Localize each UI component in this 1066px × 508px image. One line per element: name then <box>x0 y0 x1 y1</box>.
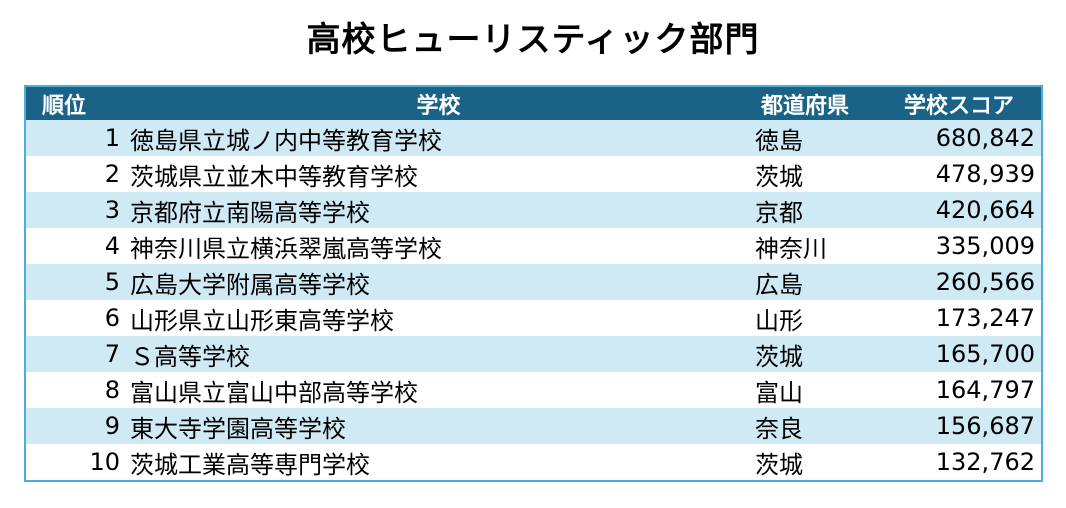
prefecture-cell: 茨城 <box>755 342 803 371</box>
table-row: 9 東大寺学園高等学校 奈良 156,687 <box>26 408 1041 444</box>
school-cell: 茨城県立並木中等教育学校 <box>130 162 418 191</box>
header-prefecture: 都道府県 <box>761 93 850 119</box>
table-row: 6 山形県立山形東高等学校 山形 173,247 <box>26 300 1041 336</box>
school-cell: Ｓ高等学校 <box>130 342 250 371</box>
score-cell: 680,842 <box>935 124 1035 152</box>
rank-cell: 1 <box>104 124 120 152</box>
school-cell: 山形県立山形東高等学校 <box>130 306 394 335</box>
rank-cell: 8 <box>104 376 120 404</box>
table-row: 5 広島大学附属高等学校 広島 260,566 <box>26 264 1041 300</box>
table-row: 3 京都府立南陽高等学校 京都 420,664 <box>26 192 1041 228</box>
score-cell: 260,566 <box>935 268 1035 296</box>
header-rank: 順位 <box>42 93 87 119</box>
rank-cell: 7 <box>104 340 120 368</box>
ranking-table: 順位 学校 都道府県 学校スコア 1 徳島県立城ノ内中等教育学校 徳島 680,… <box>24 85 1043 482</box>
score-cell: 420,664 <box>935 196 1035 224</box>
school-cell: 東大寺学園高等学校 <box>130 414 346 443</box>
table-row: 8 富山県立富山中部高等学校 富山 164,797 <box>26 372 1041 408</box>
rank-cell: 9 <box>104 412 120 440</box>
header-school: 学校 <box>416 93 461 119</box>
score-cell: 156,687 <box>935 412 1035 440</box>
table-row: 10 茨城工業高等専門学校 茨城 132,762 <box>26 444 1041 480</box>
rank-cell: 3 <box>104 196 120 224</box>
prefecture-cell: 京都 <box>755 198 803 227</box>
prefecture-cell: 富山 <box>755 378 803 407</box>
page-title: 高校ヒューリスティック部門 <box>306 20 760 60</box>
score-cell: 164,797 <box>935 376 1035 404</box>
rank-cell: 6 <box>104 304 120 332</box>
rank-cell: 10 <box>89 448 120 476</box>
rank-cell: 4 <box>104 232 120 260</box>
table-header: 順位 学校 都道府県 学校スコア <box>26 87 1041 120</box>
table-row: 2 茨城県立並木中等教育学校 茨城 478,939 <box>26 156 1041 192</box>
score-cell: 132,762 <box>935 448 1035 476</box>
rank-cell: 2 <box>104 160 120 188</box>
school-cell: 神奈川県立横浜翠嵐高等学校 <box>130 234 442 263</box>
prefecture-cell: 徳島 <box>755 126 803 155</box>
score-cell: 335,009 <box>935 232 1035 260</box>
table-row: 1 徳島県立城ノ内中等教育学校 徳島 680,842 <box>26 120 1041 156</box>
table-row: 7 Ｓ高等学校 茨城 165,700 <box>26 336 1041 372</box>
school-cell: 茨城工業高等専門学校 <box>130 450 370 479</box>
header-score: 学校スコア <box>904 93 1015 119</box>
school-cell: 広島大学附属高等学校 <box>130 270 370 299</box>
prefecture-cell: 茨城 <box>755 450 803 479</box>
table-row: 4 神奈川県立横浜翠嵐高等学校 神奈川 335,009 <box>26 228 1041 264</box>
prefecture-cell: 広島 <box>755 270 803 299</box>
school-cell: 京都府立南陽高等学校 <box>130 198 370 227</box>
score-cell: 165,700 <box>935 340 1035 368</box>
school-cell: 富山県立富山中部高等学校 <box>130 378 418 407</box>
school-cell: 徳島県立城ノ内中等教育学校 <box>130 126 442 155</box>
prefecture-cell: 奈良 <box>755 414 803 443</box>
prefecture-cell: 山形 <box>755 306 803 335</box>
score-cell: 478,939 <box>935 160 1035 188</box>
score-cell: 173,247 <box>935 304 1035 332</box>
rank-cell: 5 <box>104 268 120 296</box>
prefecture-cell: 茨城 <box>755 162 803 191</box>
prefecture-cell: 神奈川 <box>755 234 827 263</box>
